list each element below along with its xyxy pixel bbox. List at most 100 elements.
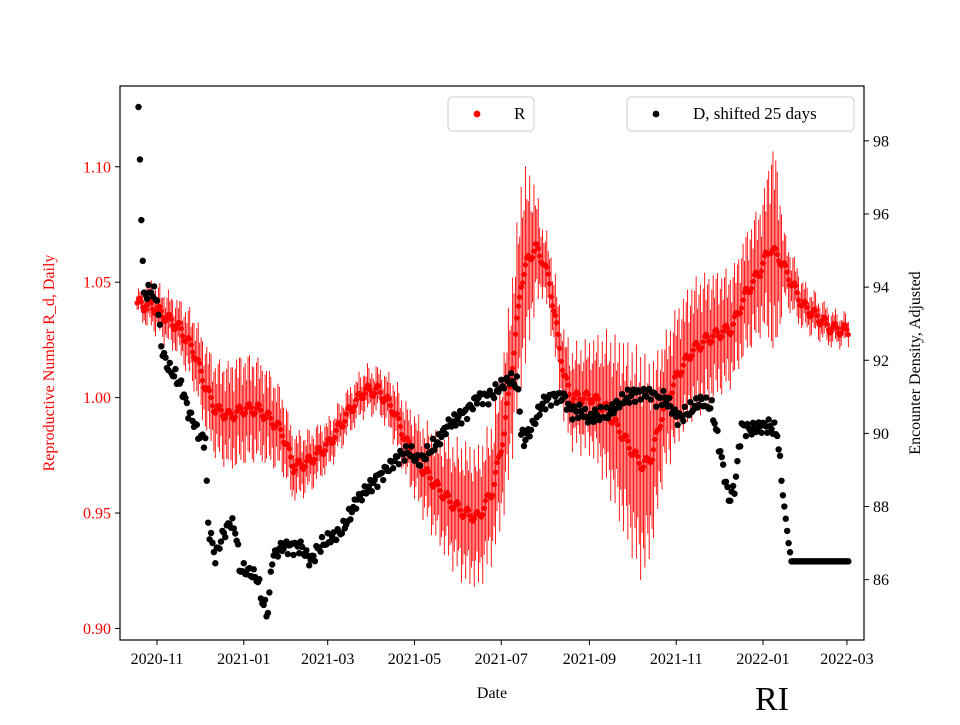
- d-point: [260, 601, 267, 609]
- d-point: [136, 156, 144, 163]
- d-point: [591, 406, 599, 413]
- d-point: [222, 533, 229, 541]
- d-point: [590, 418, 597, 426]
- d-point: [158, 343, 165, 350]
- d-point: [416, 462, 424, 469]
- d-point: [177, 377, 185, 384]
- d-point: [347, 516, 354, 523]
- d-point: [284, 550, 292, 558]
- d-point: [765, 416, 772, 423]
- d-point: [731, 490, 738, 497]
- d-point: [687, 398, 694, 406]
- d-point: [665, 394, 673, 402]
- d-point: [182, 394, 189, 402]
- d-point: [422, 456, 430, 463]
- d-point: [402, 443, 410, 450]
- d-point: [303, 547, 310, 554]
- d-point: [193, 421, 201, 428]
- d-point: [463, 415, 471, 423]
- d-point: [234, 541, 242, 548]
- d-point: [522, 436, 529, 444]
- d-point: [274, 553, 282, 560]
- d-point: [374, 483, 381, 491]
- d-point: [204, 519, 212, 526]
- d-point: [581, 405, 589, 413]
- d-point: [150, 283, 158, 290]
- d-point: [776, 452, 784, 460]
- d-point: [378, 469, 385, 477]
- d-point: [724, 483, 731, 491]
- left-y-tick-label: 1.05: [83, 275, 111, 292]
- d-point: [774, 432, 781, 440]
- right-y-axis-label: Encounter Density, Adjusted: [907, 271, 924, 454]
- d-point: [500, 385, 508, 392]
- d-point: [513, 373, 521, 380]
- d-point: [352, 505, 360, 512]
- d-point: [711, 420, 718, 427]
- d-point: [742, 432, 750, 440]
- d-point: [674, 421, 681, 429]
- d-point: [333, 536, 340, 544]
- d-point: [408, 442, 415, 450]
- d-point: [542, 406, 549, 413]
- d-point: [379, 476, 387, 484]
- r-point: [845, 332, 851, 338]
- x-tick-label: 2020-11: [131, 651, 184, 668]
- d-point: [156, 321, 164, 328]
- d-point: [778, 477, 785, 484]
- d-point: [209, 539, 216, 547]
- d-point: [785, 539, 792, 547]
- d-point: [424, 442, 431, 450]
- d-point: [143, 295, 151, 303]
- legend-r-label: R: [514, 104, 526, 123]
- right-y-tick-label: 96: [873, 206, 889, 223]
- d-point: [637, 396, 644, 403]
- d-point: [368, 487, 375, 495]
- d-point: [519, 426, 526, 433]
- d-point: [779, 492, 787, 499]
- d-point: [490, 394, 498, 402]
- d-point: [479, 400, 486, 408]
- d-point: [200, 444, 208, 451]
- d-point: [324, 530, 331, 537]
- d-point: [306, 562, 313, 569]
- d-point: [162, 354, 169, 361]
- d-point: [845, 558, 852, 565]
- d-point: [717, 447, 724, 455]
- d-point: [671, 406, 678, 413]
- d-point: [261, 596, 269, 604]
- right-y-axis: 86 88 90 92 94 96 98: [864, 133, 889, 589]
- d-series: [135, 103, 852, 620]
- legend-d-label: D, shifted 25 days: [693, 104, 817, 123]
- d-point: [786, 549, 794, 556]
- d-point: [508, 370, 515, 377]
- d-point: [216, 545, 223, 552]
- d-point: [365, 483, 373, 490]
- d-point: [783, 527, 791, 535]
- d-point: [768, 425, 775, 433]
- x-tick-label: 2021-05: [388, 651, 441, 668]
- d-point: [520, 442, 528, 450]
- d-point: [492, 381, 499, 388]
- left-y-tick-label: 0.95: [83, 506, 111, 523]
- d-point: [138, 216, 145, 224]
- d-point: [737, 443, 744, 450]
- d-point: [395, 460, 403, 468]
- left-y-tick-label: 1.00: [83, 390, 111, 407]
- d-point: [358, 497, 366, 504]
- r-series: [134, 151, 851, 587]
- d-point: [153, 297, 161, 304]
- right-y-tick-label: 94: [873, 280, 889, 297]
- d-point: [348, 508, 356, 516]
- d-point: [394, 453, 401, 460]
- right-y-tick-label: 98: [873, 133, 889, 150]
- d-point: [166, 359, 173, 367]
- d-point: [297, 538, 304, 545]
- d-point: [771, 419, 778, 426]
- d-point: [722, 478, 730, 485]
- d-point: [653, 403, 660, 410]
- d-point: [317, 548, 324, 555]
- d-point: [624, 386, 632, 393]
- d-point: [203, 477, 210, 484]
- d-point: [469, 405, 476, 413]
